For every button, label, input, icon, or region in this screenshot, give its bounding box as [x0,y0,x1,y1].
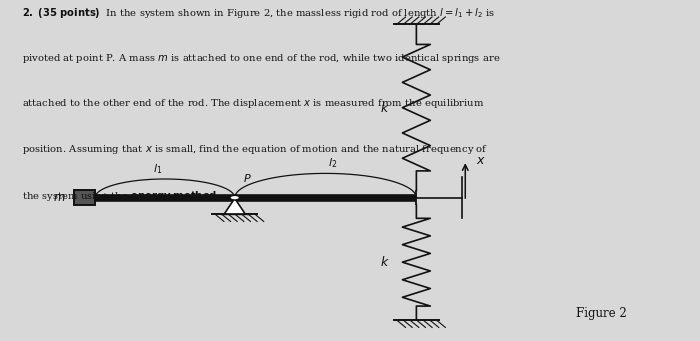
Text: $m$: $m$ [53,191,66,204]
Text: position. Assuming that $x$ is small, find the equation of motion and the natura: position. Assuming that $x$ is small, fi… [22,143,488,156]
Text: the system using the $\mathbf{energy\ method}$.: the system using the $\mathbf{energy\ me… [22,189,220,203]
Text: Figure 2: Figure 2 [576,307,627,320]
Text: pivoted at point P. A mass $m$ is attached to one end of the rod, while two iden: pivoted at point P. A mass $m$ is attach… [22,51,500,65]
Text: $l_2$: $l_2$ [328,156,337,170]
Text: $k$: $k$ [380,255,390,269]
Text: $x$: $x$ [476,154,486,167]
Text: $\mathbf{2.\ (35\ points)}$  In the system shown in Figure 2, the massless rigid: $\mathbf{2.\ (35\ points)}$ In the syste… [22,6,494,20]
Text: attached to the other end of the rod. The displacement $x$ is measured from the : attached to the other end of the rod. Th… [22,98,484,110]
Circle shape [230,195,239,200]
Text: $l_1$: $l_1$ [153,162,162,176]
Polygon shape [224,198,245,214]
Bar [74,190,95,205]
Text: $P$: $P$ [243,172,252,184]
Text: $k$: $k$ [380,101,390,115]
